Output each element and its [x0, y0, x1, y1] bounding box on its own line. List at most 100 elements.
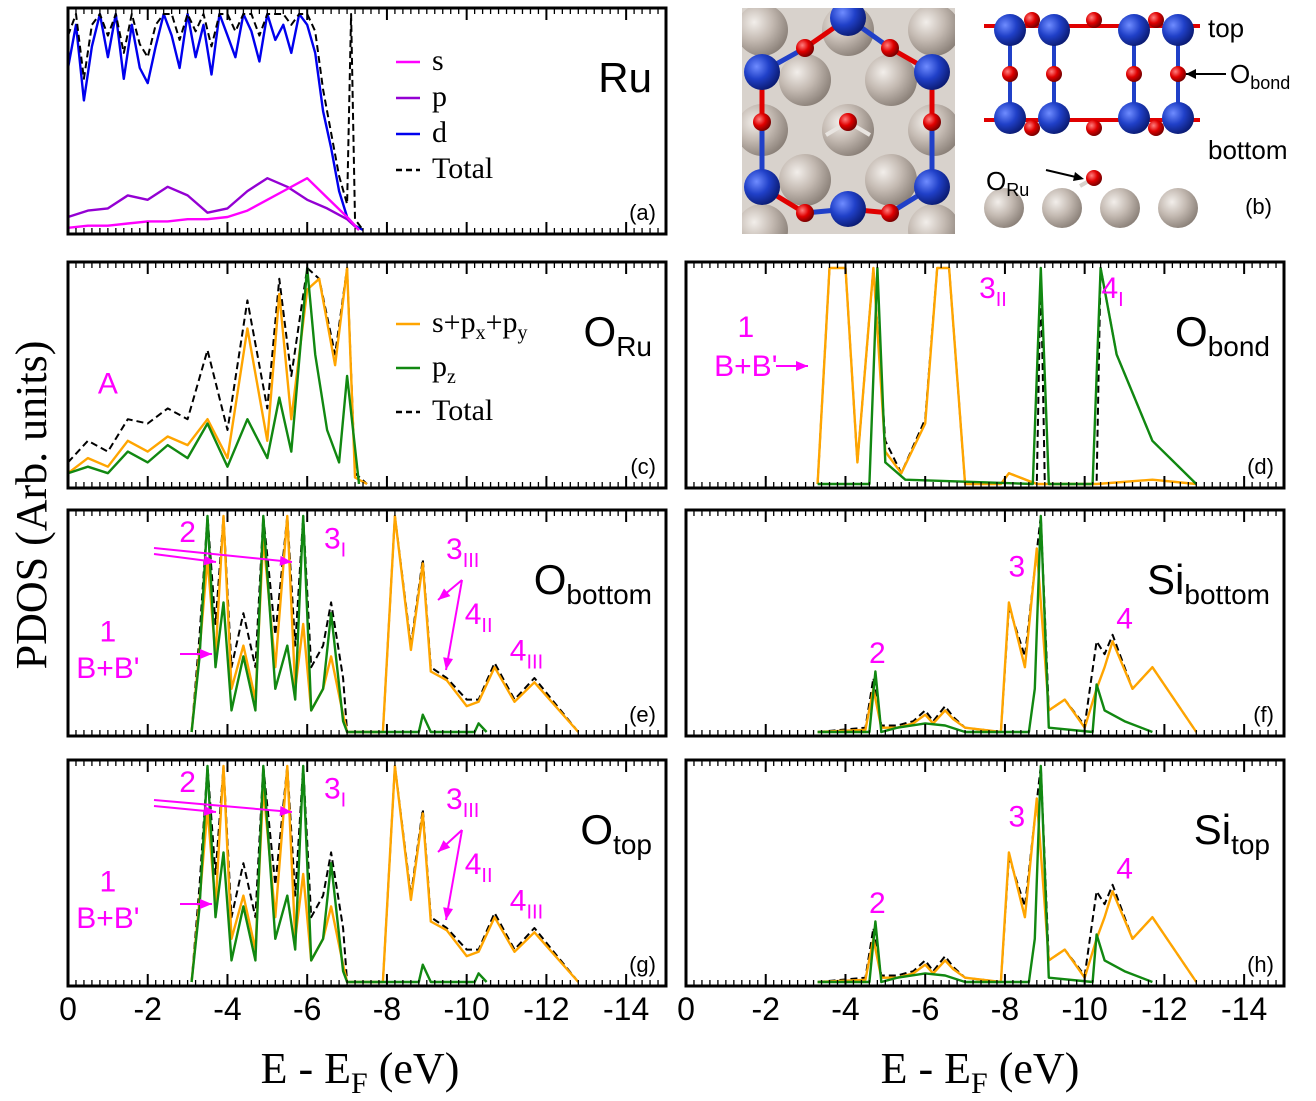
peak-annotation-main: 4: [465, 848, 482, 881]
x-tick-label: 0: [677, 991, 695, 1027]
panel-f: (f) Sibottom 2 3 4: [684, 508, 1286, 738]
si-atom: [744, 54, 780, 90]
peak-annotation: 1: [100, 615, 117, 648]
ru-atom: [865, 154, 917, 206]
annotation-arrow-head: [443, 657, 454, 670]
panel-title-main: Ru: [598, 54, 652, 101]
peak-annotation: 3III: [446, 533, 479, 572]
peak-annotation: 3II: [979, 272, 1007, 311]
panel-title-sub: bond: [1208, 331, 1270, 362]
ru-atom: [908, 8, 955, 56]
panel-title-sub: bottom: [1184, 579, 1270, 610]
o-atom: [796, 39, 814, 57]
si-atom: [830, 8, 866, 36]
o-atom: [1170, 66, 1186, 82]
peak-annotation-sub: II: [996, 289, 1007, 311]
panel-title: Ru: [598, 54, 652, 101]
legend-label: Total: [432, 152, 493, 185]
o-atom: [1046, 66, 1062, 82]
panel-label: (g): [629, 952, 656, 977]
series-line-pz: [190, 764, 488, 984]
peak-annotation-main: 4: [510, 885, 527, 918]
peak-annotation: 2: [179, 516, 196, 549]
series-line-s: [68, 176, 360, 231]
o-atom: [1148, 120, 1164, 136]
annotation-arrow: [153, 547, 293, 563]
series-group: [190, 514, 580, 734]
annotation-arrow-head: [279, 555, 292, 566]
annotation-arrow-head: [438, 588, 451, 600]
peak-annotation: 3I: [324, 772, 346, 811]
si-atom: [1118, 14, 1150, 46]
panel-h: 0 -2 -4 -6 -8 -10 -12 -14 (h) Sitop 2 3 4: [677, 758, 1286, 1027]
legend-label-main: d: [432, 116, 447, 149]
peak-annotation: 4III: [510, 635, 543, 674]
peak-annotation: 2: [869, 637, 886, 670]
si-atom: [1038, 14, 1070, 46]
panel-frame: [684, 758, 1286, 988]
panel-title-main: O: [580, 806, 613, 853]
series-line-total: [190, 515, 580, 733]
o-atom: [1086, 120, 1102, 136]
legend-label-main: Total: [432, 394, 493, 427]
x-tick-label: -10: [1062, 991, 1108, 1027]
panel-frame: [66, 6, 668, 236]
peak-annotation-main: 4: [1101, 272, 1118, 305]
x-tick-label: -14: [1221, 991, 1267, 1027]
peak-annotation: 1: [100, 865, 117, 898]
obond-main: O: [1230, 59, 1250, 89]
o-atoms-top-view: [753, 39, 941, 222]
x-tick-label: -8: [991, 991, 1019, 1027]
panel-label: (d): [1247, 454, 1274, 479]
series-group: [816, 266, 1198, 486]
pdos-panels: (a)RuspdTotal(c)ORus+px+pypzTotalA(d)Obo…: [59, 6, 1286, 1027]
si-atom: [914, 54, 950, 90]
x-axis-label-right: E - EF (eV): [881, 1044, 1080, 1100]
peak-annotation-main: 3: [446, 533, 463, 566]
series-line-p: [68, 176, 360, 231]
annotation-arrow-head: [200, 649, 212, 659]
o-atom: [839, 113, 857, 131]
x-axis-label-left-sub: F: [351, 1067, 368, 1100]
series-group: [190, 764, 580, 984]
series-group: [817, 764, 1198, 984]
panel-title-sub: bottom: [566, 579, 652, 610]
series-line-pz: [68, 266, 361, 485]
x-axis-label-left: E - EF (eV): [261, 1044, 460, 1100]
annotation-arrow-head: [438, 840, 451, 852]
peak-annotation-main: 3: [446, 783, 463, 816]
peak-annotation-main: 3: [1009, 800, 1026, 833]
legend-label: d: [432, 116, 447, 149]
x-tick-label: -12: [523, 991, 569, 1027]
legend-label: s: [432, 44, 444, 77]
si-atom: [830, 191, 866, 227]
legend-label: pz: [432, 350, 456, 388]
series-line-pz: [817, 514, 1153, 734]
series-line-total: [68, 267, 368, 485]
legend-label-main: s: [432, 44, 444, 77]
peak-annotation: B+B': [76, 902, 139, 935]
peak-annotation-main: B+B': [714, 350, 777, 383]
peak-annotation: B+B': [714, 350, 777, 383]
peak-annotation: B+B': [76, 652, 139, 685]
peak-annotation-sub: I: [341, 789, 347, 811]
o-atom: [753, 113, 771, 131]
legend-label-tail: +p: [486, 306, 518, 339]
ru-atom: [1158, 188, 1198, 228]
series-line-pz: [190, 514, 488, 734]
side-view-structure: [984, 12, 1200, 228]
peak-annotation-sub: I: [1118, 289, 1124, 311]
series-line-s-px-py: [190, 764, 580, 984]
oru-sub: Ru: [1006, 180, 1029, 200]
o-atoms-side-view: [1002, 12, 1186, 136]
si-atom: [1118, 102, 1150, 134]
peak-annotation-main: 1: [100, 615, 117, 648]
peak-annotation: 4II: [465, 598, 493, 637]
panel-title: Otop: [580, 806, 652, 860]
peak-annotation: 2: [869, 887, 886, 920]
annotation-arrow-head: [200, 899, 212, 909]
x-tick-label: -14: [603, 991, 649, 1027]
x-tick-label: -10: [444, 991, 490, 1027]
